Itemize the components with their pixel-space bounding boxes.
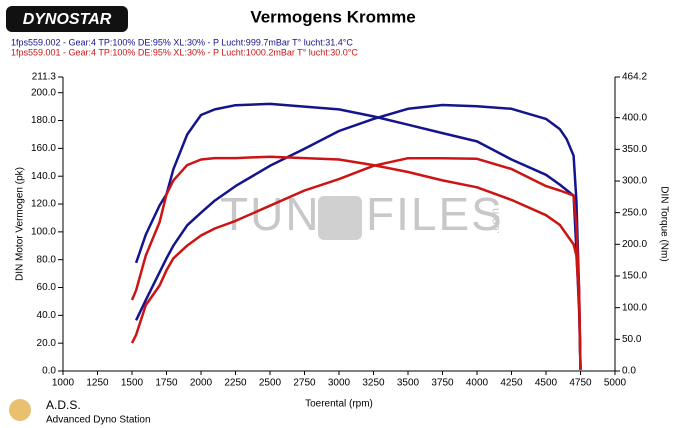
watermark: .com bbox=[488, 208, 502, 234]
x-tick-label: 1500 bbox=[121, 378, 144, 389]
y-tick-label: 40.0 bbox=[37, 310, 57, 321]
x-tick-label: 2500 bbox=[259, 378, 282, 389]
x-tick-label: 3500 bbox=[397, 378, 420, 389]
x-tick-label: 5000 bbox=[604, 378, 627, 389]
y-tick-label: 140.0 bbox=[31, 171, 56, 182]
y2-tick-label: 464.2 bbox=[622, 72, 647, 83]
legend-entry: 1fps559.002 - Gear:4 TP:100% DE:95% XL:3… bbox=[11, 37, 353, 47]
watermark: FILES bbox=[366, 188, 504, 240]
x-tick-label: 3750 bbox=[431, 378, 454, 389]
y2-tick-label: 100.0 bbox=[622, 302, 647, 313]
x-tick-label: 1750 bbox=[155, 378, 178, 389]
y-tick-label: 211.3 bbox=[32, 72, 57, 83]
x-tick-label: 4500 bbox=[535, 378, 558, 389]
y2-tick-label: 400.0 bbox=[622, 112, 647, 123]
x-tick-label: 3250 bbox=[362, 378, 385, 389]
y-tick-label: 80.0 bbox=[37, 254, 57, 265]
y-tick-label: 60.0 bbox=[37, 282, 57, 293]
logo-box bbox=[6, 6, 128, 32]
series-line bbox=[134, 102, 582, 370]
y2-tick-label: 200.0 bbox=[622, 239, 647, 250]
x-axis-label: Toerental (rpm) bbox=[305, 399, 373, 410]
y2-tick-label: 50.0 bbox=[622, 334, 642, 345]
y-tick-label: 0.0 bbox=[42, 366, 56, 377]
y2-axis-label: DIN Torque (Nm) bbox=[658, 186, 669, 261]
y-axis-label: DIN Motor Vermogen (pk) bbox=[15, 167, 26, 281]
footer-subtitle: Advanced Dyno Station bbox=[46, 415, 151, 426]
y2-tick-label: 350.0 bbox=[622, 144, 647, 155]
x-tick-label: 2250 bbox=[224, 378, 247, 389]
y2-tick-label: 300.0 bbox=[622, 176, 647, 187]
logo: DYNOSTAR bbox=[23, 11, 112, 28]
x-tick-label: 3000 bbox=[328, 378, 351, 389]
y2-tick-label: 150.0 bbox=[622, 271, 647, 282]
y-tick-label: 160.0 bbox=[31, 143, 56, 154]
x-tick-label: 4250 bbox=[500, 378, 523, 389]
x-tick-label: 2750 bbox=[293, 378, 316, 389]
y-tick-label: 100.0 bbox=[31, 227, 56, 238]
watermark-icon bbox=[318, 196, 362, 240]
footer-logo bbox=[9, 399, 31, 421]
footer-title: A.D.S. bbox=[46, 398, 81, 412]
series-line bbox=[130, 156, 582, 370]
y-tick-label: 120.0 bbox=[31, 199, 56, 210]
x-tick-label: 2000 bbox=[190, 378, 213, 389]
x-tick-label: 1250 bbox=[86, 378, 109, 389]
x-tick-label: 4750 bbox=[569, 378, 592, 389]
series-line bbox=[134, 103, 582, 370]
x-tick-label: 1000 bbox=[52, 378, 75, 389]
series-line bbox=[130, 155, 582, 370]
y-tick-label: 20.0 bbox=[37, 338, 57, 349]
y2-tick-label: 0.0 bbox=[622, 366, 636, 377]
chart-title: Vermogens Kromme bbox=[250, 7, 415, 26]
legend-entry: 1fps559.001 - Gear:4 TP:100% DE:95% XL:3… bbox=[11, 47, 358, 57]
y2-tick-label: 250.0 bbox=[622, 207, 647, 218]
y-tick-label: 200.0 bbox=[31, 87, 56, 98]
y-tick-label: 180.0 bbox=[31, 115, 56, 126]
x-tick-label: 4000 bbox=[466, 378, 489, 389]
